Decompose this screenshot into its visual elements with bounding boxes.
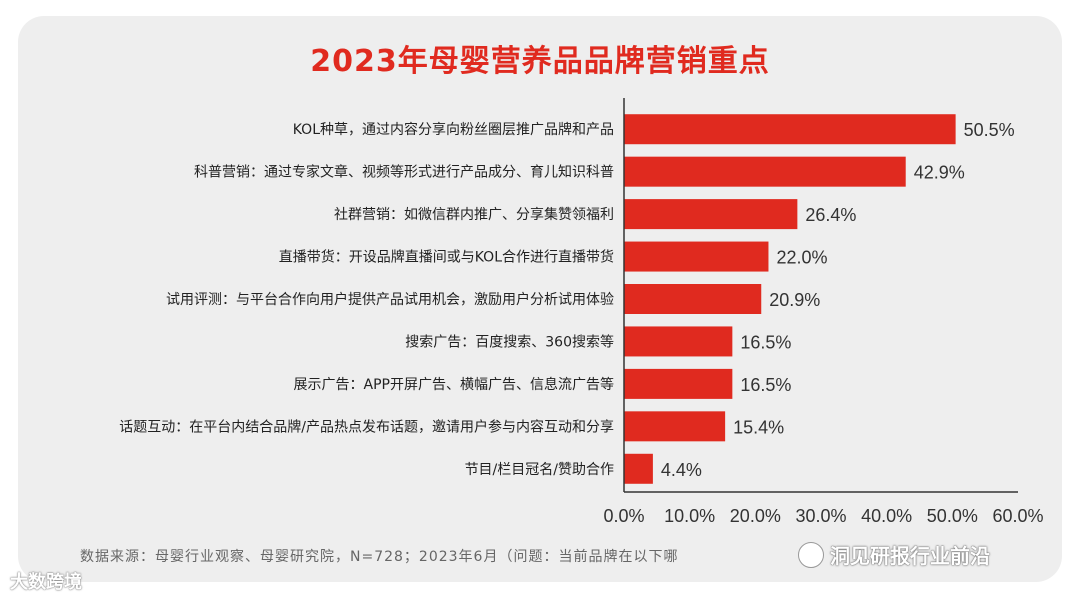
- bar: [624, 284, 762, 314]
- x-tick-label: 50.0%: [927, 506, 978, 526]
- category-label: 社群营销：如微信群内推广、分享集赞领福利: [334, 206, 614, 223]
- value-label: 16.5%: [740, 332, 791, 352]
- x-tick-label: 30.0%: [795, 506, 846, 526]
- x-tick-label: 10.0%: [664, 506, 715, 526]
- x-tick-label: 0.0%: [603, 506, 644, 526]
- bar: [624, 326, 733, 357]
- value-label: 26.4%: [805, 205, 856, 225]
- bar: [624, 453, 653, 484]
- value-label: 4.4%: [661, 460, 702, 480]
- category-label: KOL种草，通过内容分享向粉丝圈层推广品牌和产品: [293, 121, 614, 138]
- chart-title: 2023年母婴营养品品牌营销重点: [310, 44, 770, 79]
- value-label: 20.9%: [769, 290, 820, 310]
- bar: [624, 241, 769, 272]
- bar: [624, 411, 726, 442]
- category-label: 直播带货：开设品牌直播间或与KOL合作进行直播带货: [279, 249, 614, 266]
- bar: [624, 114, 956, 145]
- category-label: 搜索广告：百度搜索、360搜索等: [405, 333, 614, 350]
- bar: [624, 368, 733, 399]
- value-label: 22.0%: [776, 248, 827, 268]
- value-label: 50.5%: [964, 120, 1015, 140]
- watermark-left: 大数跨境: [10, 568, 82, 594]
- category-label: 科普营销：通过专家文章、视频等形式进行产品成分、育儿知识科普: [194, 164, 614, 181]
- category-label: 节目/栏目冠名/赞助合作: [465, 462, 614, 478]
- wechat-icon: [798, 541, 824, 568]
- data-source-note: 数据来源：母婴行业观察、母婴研究院，N=728；2023年6月（问题：当前品牌在…: [80, 549, 679, 565]
- x-tick-label: 60.0%: [992, 506, 1043, 526]
- bar: [624, 199, 798, 230]
- watermark-left-text: 大数跨境: [10, 572, 82, 593]
- watermark-right: 洞见研报行业前沿: [798, 540, 990, 569]
- watermark-right-text: 洞见研报行业前沿: [830, 544, 990, 568]
- value-label: 16.5%: [740, 375, 791, 395]
- category-label: 展示广告：APP开屏广告、横幅广告、信息流广告等: [294, 376, 614, 393]
- category-label: 试用评测：与平台合作向用户提供产品试用机会，激励用户分析试用体验: [166, 291, 614, 308]
- x-tick-label: 40.0%: [861, 506, 912, 526]
- bar: [624, 156, 906, 187]
- chart-card: [18, 16, 1062, 582]
- x-tick-label: 20.0%: [730, 506, 781, 526]
- category-label: 话题互动：在平台内结合品牌/产品热点发布话题，邀请用户参与内容互动和分享: [119, 418, 614, 435]
- value-label: 42.9%: [914, 163, 965, 183]
- value-label: 15.4%: [733, 417, 784, 437]
